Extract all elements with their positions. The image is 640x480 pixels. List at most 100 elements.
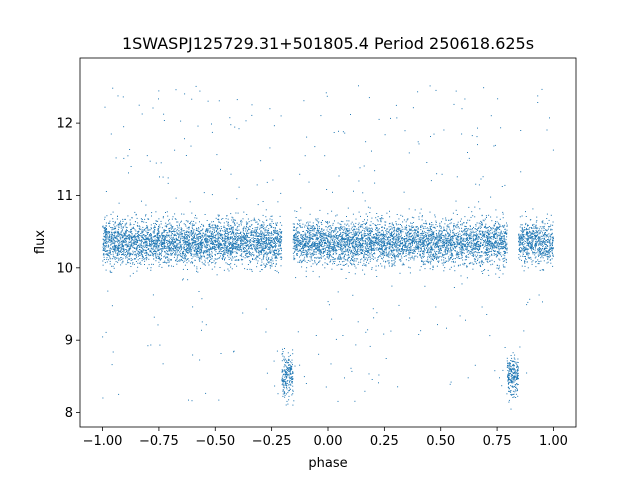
data-point	[498, 245, 500, 247]
data-point	[495, 238, 496, 239]
data-point	[411, 242, 413, 244]
data-point	[325, 386, 327, 388]
data-point	[214, 241, 216, 243]
data-point	[378, 244, 380, 246]
data-point	[284, 360, 286, 362]
data-point	[516, 371, 518, 373]
data-point	[453, 235, 454, 237]
data-point	[203, 253, 204, 255]
data-point	[148, 245, 150, 247]
data-point	[288, 359, 290, 361]
data-point	[377, 216, 379, 218]
data-point	[230, 234, 232, 235]
data-point	[183, 239, 185, 241]
data-point	[369, 245, 371, 247]
data-point	[403, 219, 405, 221]
data-point	[384, 238, 385, 240]
data-point	[208, 241, 210, 243]
data-point	[498, 235, 500, 237]
data-point	[153, 316, 155, 318]
data-point	[432, 269, 434, 271]
data-point	[514, 375, 516, 377]
data-point	[243, 233, 245, 235]
data-point	[162, 248, 164, 250]
data-point	[395, 238, 397, 240]
data-point	[503, 232, 505, 234]
data-point	[367, 234, 369, 236]
data-point	[304, 232, 306, 234]
data-point	[390, 235, 391, 237]
data-point	[135, 230, 137, 232]
data-point	[380, 241, 382, 243]
data-point	[170, 224, 172, 226]
data-point	[210, 243, 211, 245]
data-point	[419, 254, 421, 256]
data-point	[366, 244, 368, 246]
data-point	[272, 247, 274, 249]
data-point	[188, 239, 190, 241]
data-point	[123, 241, 125, 243]
data-point	[209, 259, 210, 261]
data-point	[501, 255, 502, 257]
data-point	[229, 228, 231, 230]
data-point	[256, 238, 258, 240]
data-point	[195, 234, 197, 236]
data-point	[458, 233, 459, 235]
data-point	[116, 246, 118, 248]
data-point	[521, 228, 523, 229]
data-point	[201, 247, 203, 248]
data-point	[391, 232, 392, 234]
data-point	[438, 260, 440, 262]
data-point	[228, 232, 230, 234]
data-point	[195, 85, 197, 87]
data-point	[510, 376, 512, 377]
data-point	[246, 224, 248, 226]
data-point	[181, 247, 183, 249]
data-point	[486, 227, 488, 229]
data-point	[371, 254, 373, 256]
data-point	[306, 222, 307, 224]
data-point	[230, 266, 232, 268]
data-point	[523, 245, 524, 247]
data-point	[190, 145, 192, 147]
data-point	[394, 242, 396, 244]
data-point	[340, 249, 342, 251]
data-point	[483, 220, 485, 222]
data-point	[326, 254, 328, 255]
data-point	[547, 222, 549, 224]
data-point	[238, 246, 240, 248]
data-point	[521, 265, 523, 267]
data-point	[141, 242, 142, 244]
data-point	[473, 263, 475, 265]
data-point	[272, 227, 274, 229]
data-point	[136, 217, 138, 219]
data-point	[129, 252, 131, 254]
data-point	[512, 374, 514, 376]
data-point	[520, 242, 522, 243]
data-point	[157, 241, 159, 243]
data-point	[385, 235, 387, 237]
data-point	[125, 245, 127, 247]
data-point	[491, 253, 493, 255]
data-point	[129, 239, 131, 241]
data-point	[451, 243, 453, 245]
data-point	[236, 222, 238, 224]
data-point	[253, 244, 254, 246]
data-point	[440, 248, 442, 250]
data-point	[279, 241, 281, 243]
data-point	[238, 236, 240, 238]
data-point	[186, 227, 188, 229]
data-point	[156, 224, 157, 225]
data-point	[488, 226, 490, 227]
data-point	[145, 230, 147, 232]
data-point	[201, 298, 203, 300]
data-point	[223, 231, 225, 233]
data-point	[341, 240, 343, 241]
data-point	[237, 237, 239, 239]
data-point	[185, 233, 187, 235]
data-point	[421, 260, 422, 262]
data-point	[439, 224, 441, 226]
data-point	[138, 254, 140, 256]
data-point	[229, 236, 231, 238]
data-point	[391, 241, 393, 243]
